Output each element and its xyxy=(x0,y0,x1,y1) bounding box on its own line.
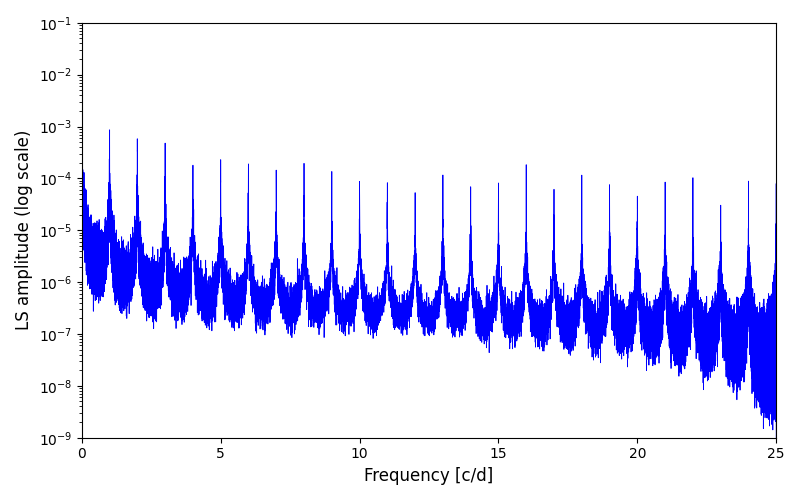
Y-axis label: LS amplitude (log scale): LS amplitude (log scale) xyxy=(15,130,33,330)
X-axis label: Frequency [c/d]: Frequency [c/d] xyxy=(364,467,494,485)
